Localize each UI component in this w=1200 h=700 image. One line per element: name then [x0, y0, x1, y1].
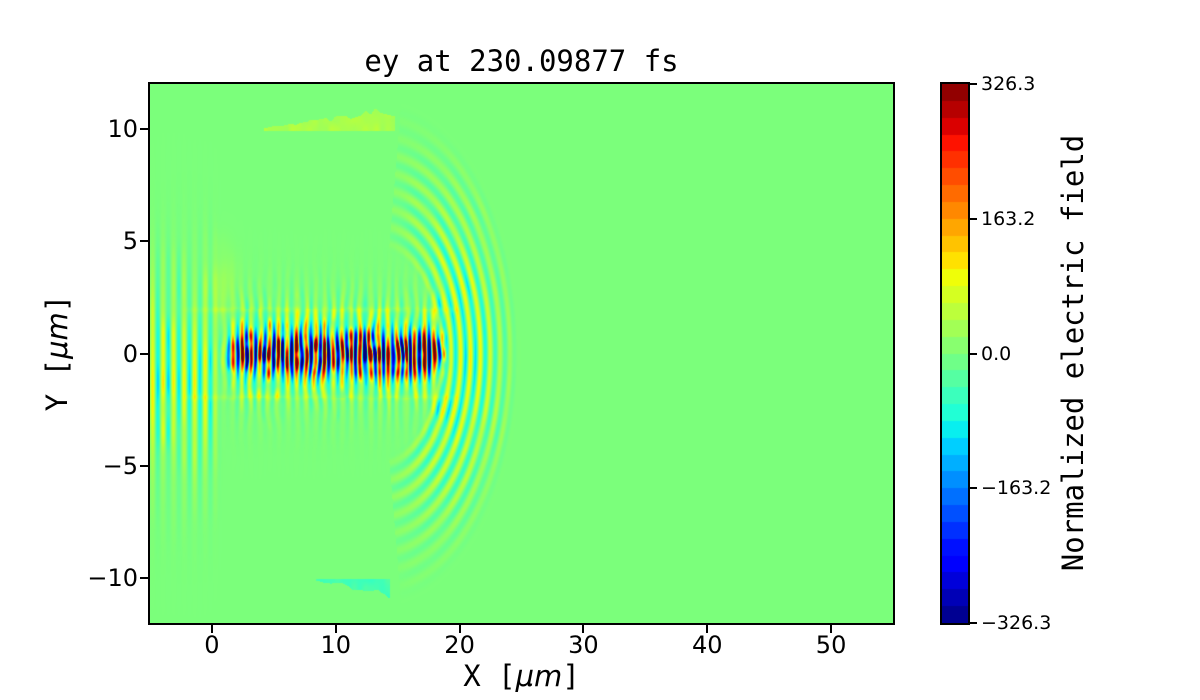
- y-tick-mark: [140, 464, 148, 467]
- y-tick-mark: [140, 577, 148, 580]
- y-axis-label: Y [μm]: [40, 295, 74, 412]
- y-tick-mark: [140, 240, 148, 243]
- field-heatmap-canvas: [150, 84, 893, 623]
- x-axis-label-units: μm: [515, 659, 563, 693]
- plot-border: [148, 82, 895, 625]
- colorbar-tick-mark: [970, 217, 977, 220]
- y-tick-mark: [140, 352, 148, 355]
- colorbar-gradient-canvas: [942, 84, 968, 623]
- x-tick-mark: [210, 625, 213, 633]
- colorbar-tick-mark: [970, 352, 977, 355]
- x-tick-mark: [582, 625, 585, 633]
- colorbar-tick-label: 163.2: [981, 207, 1036, 230]
- x-tick-mark: [334, 625, 337, 633]
- x-axis-label: X [μm]: [150, 659, 893, 693]
- y-tick-label: −10: [87, 564, 138, 593]
- colorbar-tick-mark: [970, 487, 977, 490]
- x-axis-label-text: X [: [463, 659, 516, 693]
- colorbar-label: Normalized electric field: [1056, 134, 1090, 572]
- colorbar-tick-label: 326.3: [981, 73, 1036, 95]
- x-tick-mark: [458, 625, 461, 633]
- x-tick-label: 30: [568, 631, 599, 659]
- x-tick-label: 50: [815, 631, 847, 659]
- x-tick-label: 20: [444, 631, 475, 659]
- x-tick-label: 0: [204, 631, 220, 659]
- colorbar-border: [940, 82, 970, 625]
- colorbar-tick-mark: [970, 83, 977, 85]
- y-tick-label: 5: [122, 227, 138, 256]
- x-axis-label-close: ]: [562, 659, 580, 693]
- colorbar-tick-label: 0.0: [981, 342, 1012, 365]
- y-tick-label: 0: [122, 339, 138, 368]
- y-axis-label-close: ]: [40, 294, 74, 313]
- x-tick-label: 10: [320, 631, 352, 659]
- colorbar-tick-mark: [970, 622, 977, 624]
- x-tick-mark: [830, 625, 833, 633]
- y-tick-label: 10: [107, 114, 138, 143]
- y-tick-mark: [140, 127, 148, 130]
- x-tick-mark: [706, 625, 709, 633]
- colorbar-tick-label: −326.3: [981, 612, 1052, 634]
- y-axis-label-units: μm: [40, 312, 74, 359]
- x-tick-label: 40: [691, 631, 723, 659]
- colorbar-tick-label: −163.2: [981, 477, 1052, 500]
- plot-title: ey at 230.09877 fs: [364, 44, 679, 78]
- y-tick-label: −5: [102, 451, 138, 480]
- y-axis-label-text: Y [: [40, 358, 74, 412]
